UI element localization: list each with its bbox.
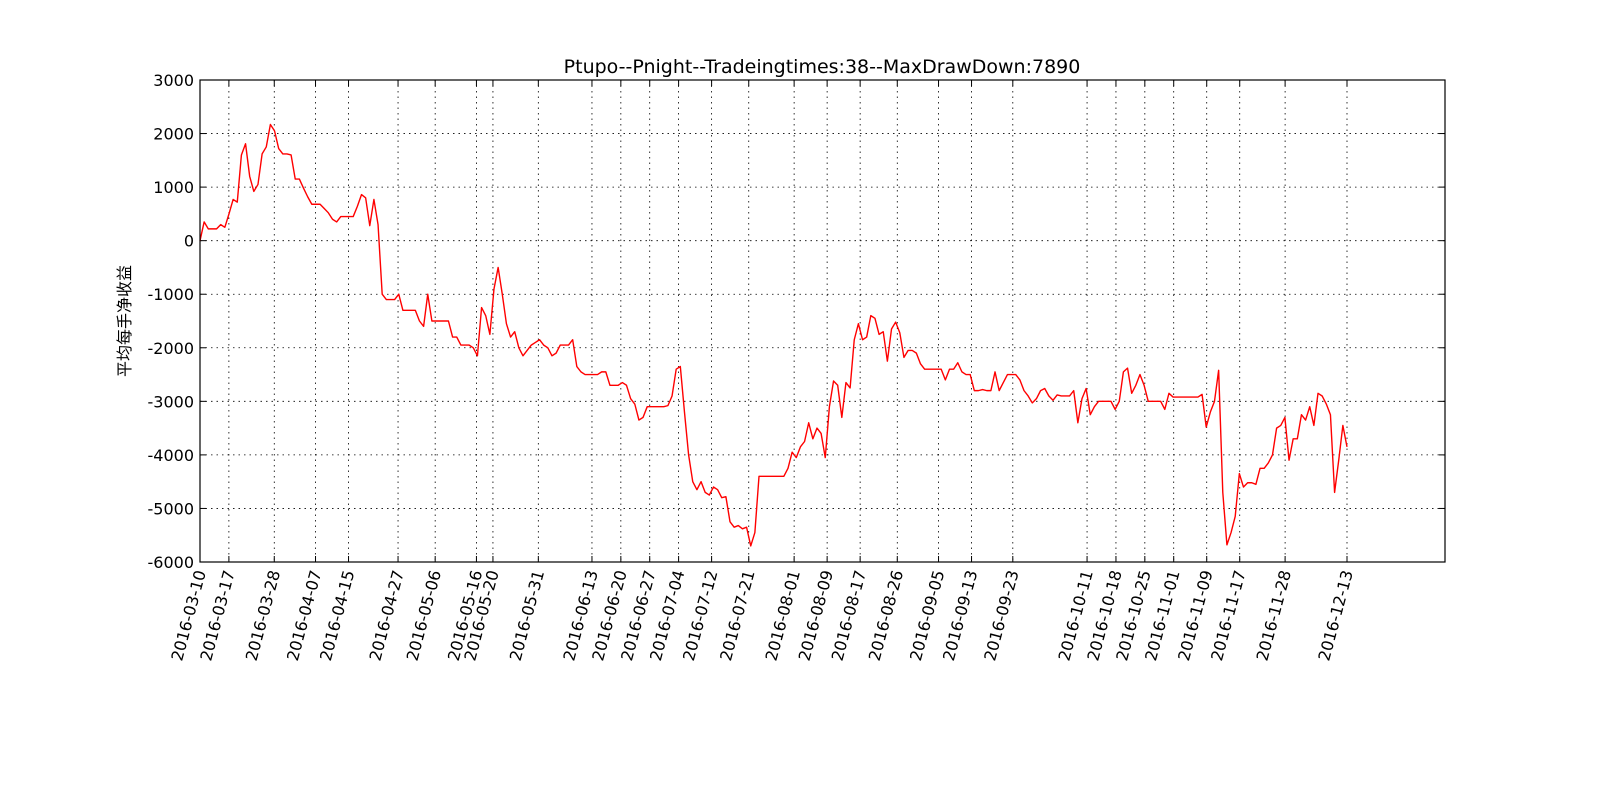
series-layer (199, 123, 1348, 547)
series-line (199, 123, 1348, 547)
x-tick-label: 2016-04-27 (365, 568, 407, 663)
chart-title: Ptupo--Pnight--Tradeingtimes:38--MaxDraw… (564, 56, 1081, 78)
y-tick-label: -4000 (148, 446, 195, 465)
x-tick-label: 2016-11-28 (1253, 568, 1295, 663)
y-tick-label: -3000 (148, 392, 195, 411)
grid-lines (200, 80, 1445, 562)
x-tick-label: 2016-05-31 (506, 568, 548, 663)
x-tick-label: 2016-07-21 (716, 568, 758, 663)
x-tick-label: 2016-08-26 (865, 568, 907, 663)
y-tick-label: -1000 (148, 285, 195, 304)
x-tick-label: 2016-03-28 (242, 568, 284, 663)
plot-frame (199, 79, 1446, 563)
y-tick-label: -5000 (148, 499, 195, 518)
x-tick-label: 2016-05-06 (403, 568, 445, 663)
y-tick-label: 2000 (153, 125, 194, 144)
y-tick-label: 3000 (153, 71, 194, 90)
y-tick-label: -2000 (148, 339, 195, 358)
x-tick-label: 2016-09-23 (980, 568, 1022, 663)
y-tick-label: 1000 (153, 178, 194, 197)
y-tick-label: -6000 (148, 553, 195, 572)
y-tick-label: 0 (184, 232, 194, 251)
y-axis-label: 平均每手净收益 (115, 265, 134, 377)
x-tick-label: 2016-12-13 (1314, 568, 1356, 663)
y-axis: -6000 -5000 -4000 -3000 -2000 -1000 0 1000 2000 3… (148, 71, 1445, 572)
